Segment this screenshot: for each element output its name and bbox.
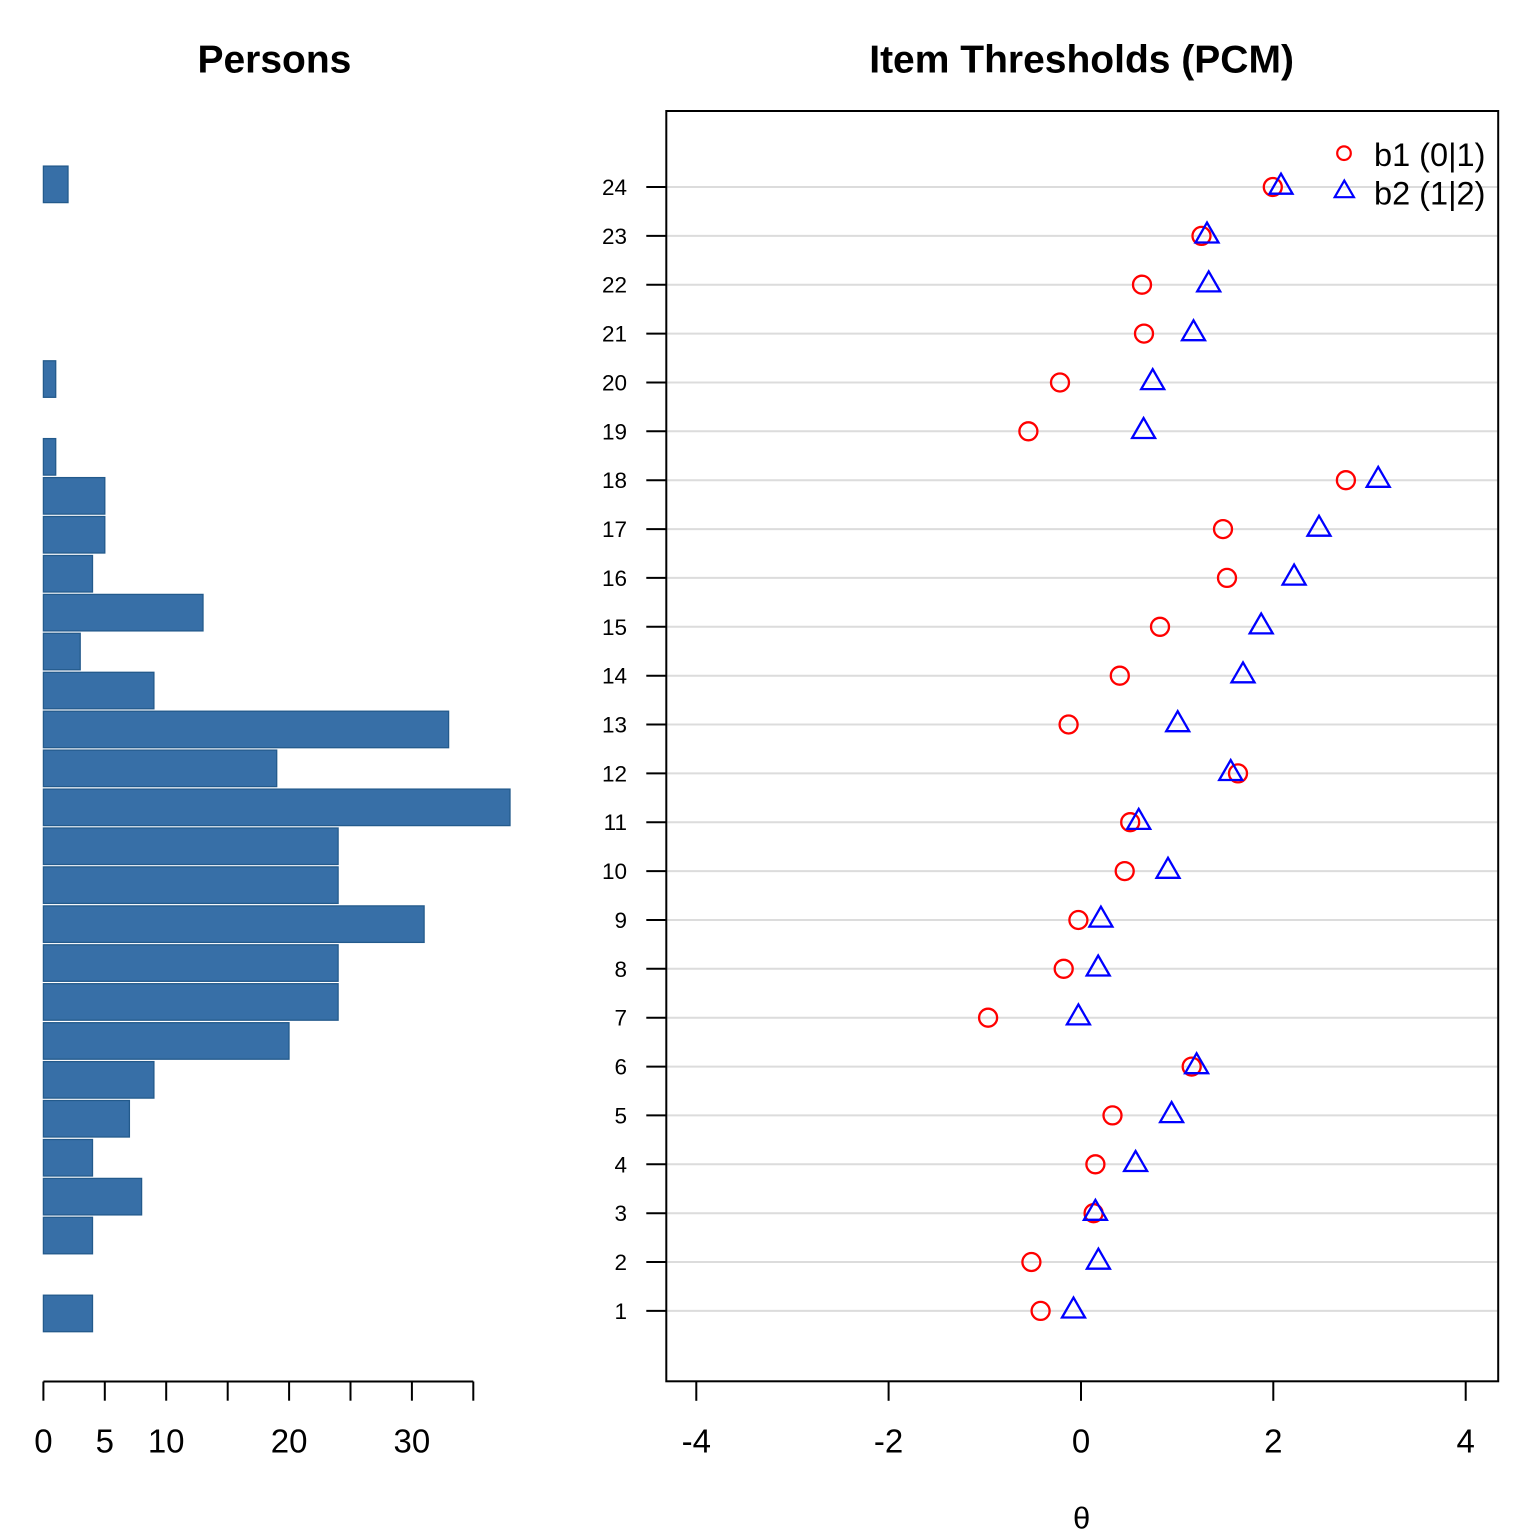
svg-text:2: 2 — [1264, 1423, 1282, 1460]
svg-text:30: 30 — [394, 1423, 431, 1460]
svg-text:-2: -2 — [874, 1423, 903, 1460]
svg-text:24: 24 — [602, 175, 627, 200]
svg-text:0: 0 — [34, 1423, 52, 1460]
svg-text:-4: -4 — [682, 1423, 711, 1460]
svg-text:b1 (0|1): b1 (0|1) — [1374, 137, 1485, 173]
svg-text:6: 6 — [614, 1055, 627, 1080]
svg-text:4: 4 — [614, 1152, 627, 1177]
svg-text:θ: θ — [1073, 1501, 1090, 1536]
svg-text:5: 5 — [614, 1103, 627, 1128]
svg-text:21: 21 — [602, 322, 627, 347]
svg-text:1: 1 — [614, 1299, 627, 1324]
svg-text:10: 10 — [148, 1423, 185, 1460]
svg-text:2: 2 — [614, 1250, 627, 1275]
svg-text:15: 15 — [602, 615, 627, 640]
svg-text:Item Thresholds (PCM): Item Thresholds (PCM) — [869, 39, 1294, 82]
svg-text:4: 4 — [1457, 1423, 1475, 1460]
svg-text:5: 5 — [96, 1423, 114, 1460]
svg-text:10: 10 — [602, 859, 627, 884]
svg-text:22: 22 — [602, 273, 627, 298]
svg-text:b2 (1|2): b2 (1|2) — [1374, 176, 1485, 212]
svg-text:7: 7 — [614, 1006, 627, 1031]
svg-text:23: 23 — [602, 224, 627, 249]
svg-text:20: 20 — [602, 371, 627, 396]
svg-text:9: 9 — [614, 908, 627, 933]
svg-text:20: 20 — [271, 1423, 308, 1460]
svg-text:18: 18 — [602, 468, 627, 493]
svg-text:11: 11 — [604, 810, 627, 835]
svg-text:3: 3 — [614, 1201, 627, 1226]
svg-text:17: 17 — [602, 517, 627, 542]
svg-text:14: 14 — [602, 664, 627, 689]
svg-text:13: 13 — [602, 713, 627, 738]
svg-text:Persons: Persons — [197, 39, 351, 82]
svg-text:8: 8 — [614, 957, 627, 982]
svg-text:12: 12 — [602, 761, 627, 786]
svg-text:19: 19 — [602, 419, 627, 444]
svg-text:0: 0 — [1072, 1423, 1090, 1460]
svg-text:16: 16 — [602, 566, 627, 591]
